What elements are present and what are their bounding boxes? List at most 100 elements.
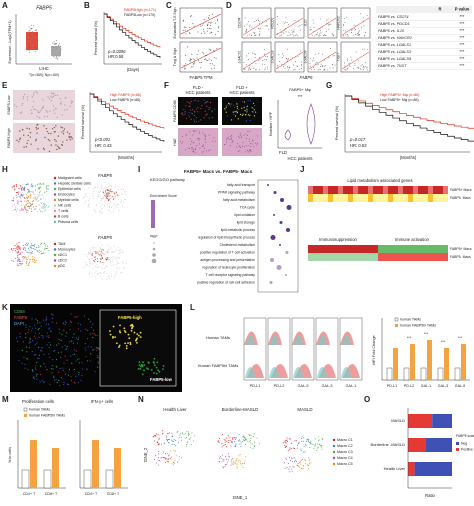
label: FABP5 — [98, 173, 112, 178]
dot — [308, 465, 310, 467]
dot — [199, 138, 201, 140]
dot — [35, 261, 37, 263]
dot — [59, 356, 62, 359]
dot — [296, 65, 298, 67]
dot — [113, 276, 115, 278]
dot — [103, 253, 105, 255]
dot — [332, 34, 334, 36]
label: Health Liver — [163, 407, 187, 412]
dot — [141, 365, 143, 368]
dot — [12, 250, 14, 252]
dot — [14, 186, 16, 188]
dot — [86, 196, 88, 198]
dot — [247, 130, 249, 132]
dot — [192, 58, 194, 60]
dot — [230, 460, 232, 462]
dot — [36, 322, 38, 324]
dot — [231, 140, 233, 142]
label: *** — [458, 336, 463, 340]
dot — [98, 254, 100, 256]
label: GAL-9 — [298, 384, 309, 388]
dot — [285, 251, 289, 254]
dot — [32, 370, 34, 372]
dot — [111, 191, 113, 193]
dot — [226, 463, 228, 465]
dot — [20, 248, 22, 250]
panel-label: H — [2, 165, 8, 174]
dot — [288, 438, 290, 440]
dot — [181, 112, 184, 114]
heat-cell — [438, 194, 443, 202]
dot — [18, 196, 20, 198]
dot — [54, 41, 56, 43]
dot — [37, 197, 39, 199]
dot — [288, 31, 290, 33]
dot — [64, 344, 66, 346]
label: GAL-3 — [438, 384, 448, 388]
dot — [46, 191, 48, 193]
plot-frame — [257, 179, 299, 293]
dot — [304, 463, 306, 465]
heat-cell — [388, 253, 393, 261]
label: LGALS3 — [270, 50, 274, 63]
dot — [117, 247, 119, 249]
dot — [355, 51, 357, 53]
dot — [38, 204, 40, 206]
dot — [309, 442, 311, 444]
dot — [204, 139, 206, 141]
dot — [327, 69, 329, 71]
dot — [254, 105, 256, 107]
dot — [183, 108, 185, 111]
dot — [62, 141, 64, 143]
dot — [211, 21, 213, 23]
dot — [43, 206, 45, 208]
dot — [133, 331, 136, 334]
dot — [11, 205, 13, 207]
dot — [317, 69, 319, 71]
dot — [28, 128, 31, 130]
dot — [248, 69, 249, 71]
dot — [122, 251, 124, 253]
dot — [17, 254, 19, 256]
dot — [120, 199, 122, 201]
dot — [35, 246, 37, 248]
bar — [414, 462, 452, 476]
dot — [31, 350, 33, 353]
dot — [89, 321, 92, 323]
dot — [300, 448, 302, 450]
dot — [22, 341, 25, 343]
heat-cell — [313, 245, 318, 253]
dot — [207, 23, 209, 25]
dot — [162, 368, 164, 371]
dot — [108, 278, 110, 280]
label: Macro C5 — [337, 462, 353, 466]
dot — [121, 261, 123, 263]
dot — [100, 200, 102, 202]
dot — [357, 33, 359, 34]
dot — [225, 106, 227, 108]
dot — [28, 342, 30, 344]
dot — [284, 440, 286, 442]
dot — [285, 16, 287, 18]
dot — [238, 109, 240, 111]
dot — [206, 113, 208, 115]
heat-cell — [323, 186, 328, 194]
dot — [241, 114, 243, 117]
dot — [225, 105, 227, 107]
dot — [39, 243, 41, 245]
dot — [81, 374, 83, 377]
heat-cell — [443, 186, 448, 194]
dot — [26, 258, 28, 260]
dot — [21, 194, 23, 196]
dot — [284, 444, 286, 446]
dot — [302, 440, 304, 442]
dot — [34, 197, 36, 199]
dot — [42, 319, 45, 321]
dot — [298, 26, 300, 28]
dot — [100, 188, 102, 190]
dot — [124, 331, 127, 334]
dot — [286, 466, 288, 468]
heat-cell — [358, 194, 363, 202]
label: Malignant cells — [58, 176, 82, 180]
heat-cell — [313, 253, 318, 261]
